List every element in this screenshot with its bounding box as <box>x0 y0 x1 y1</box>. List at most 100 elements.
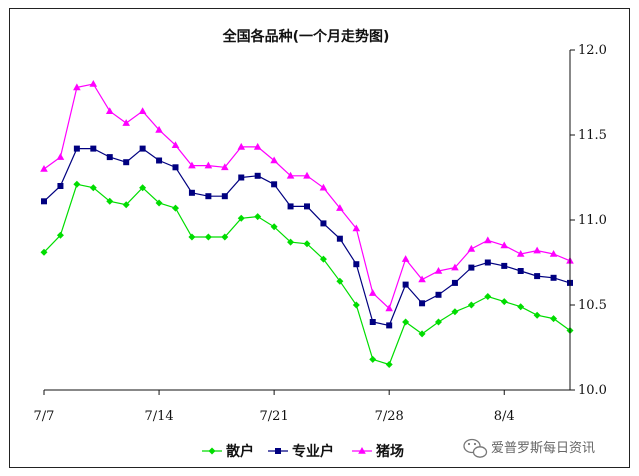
data-point <box>550 274 557 281</box>
data-point <box>155 125 163 133</box>
data-point <box>188 161 196 169</box>
data-point <box>286 171 295 179</box>
data-point <box>172 164 179 171</box>
legend-item-sanhu: 散户 <box>202 443 254 460</box>
data-point <box>451 279 458 286</box>
data-point <box>435 291 442 298</box>
data-point <box>385 304 393 312</box>
x-tick-label: 7/14 <box>144 409 173 424</box>
legend: 散户 专业户 猪场 <box>202 443 404 460</box>
series-1 <box>41 145 573 329</box>
legend-marker-sanhu <box>208 447 216 455</box>
plot-area <box>40 80 574 368</box>
data-point <box>221 193 228 200</box>
data-point <box>106 154 113 161</box>
series-2 <box>40 80 574 312</box>
data-point <box>73 83 81 91</box>
data-point <box>517 303 525 311</box>
legend-label-sanhu: 散户 <box>226 443 254 460</box>
data-point <box>500 241 509 249</box>
data-point <box>73 180 81 188</box>
data-point <box>385 361 393 368</box>
data-point <box>418 330 426 338</box>
data-point <box>254 172 261 179</box>
data-point <box>156 157 163 164</box>
data-point <box>533 246 541 254</box>
data-point <box>303 240 311 248</box>
data-point <box>468 264 475 271</box>
data-point <box>484 293 492 300</box>
legend-label-zhuchang: 猪场 <box>375 443 404 460</box>
legend-marker-zhuchang <box>358 447 366 454</box>
y-tick-label: 10.0 <box>578 383 607 398</box>
x-tick-label: 7/28 <box>375 409 404 424</box>
data-point <box>171 141 180 148</box>
data-point <box>534 273 541 280</box>
data-point <box>402 281 409 288</box>
y-tick-label: 11.0 <box>578 213 607 228</box>
data-point <box>467 244 476 252</box>
data-point <box>205 193 212 200</box>
data-point <box>320 220 327 227</box>
data-point <box>56 231 64 239</box>
data-point <box>56 153 65 160</box>
data-point <box>451 308 459 316</box>
data-point <box>106 197 114 205</box>
chart-title: 全国各品种(一个月走势图) <box>222 28 390 45</box>
data-point <box>40 248 48 256</box>
data-point <box>517 268 524 274</box>
data-point <box>139 145 146 152</box>
data-point <box>221 163 229 171</box>
data-point <box>319 183 328 191</box>
data-point <box>386 322 393 329</box>
watermark-text: 爱普罗斯每日资讯 <box>491 440 595 456</box>
data-point <box>419 300 426 307</box>
x-tick-label: 7/7 <box>34 409 55 424</box>
data-point <box>353 261 360 268</box>
data-point <box>402 318 410 326</box>
legend-marker-zhuanyehu <box>275 448 281 454</box>
data-point <box>89 184 97 192</box>
data-point <box>549 250 558 257</box>
data-point <box>270 156 278 164</box>
axes: 10.0 10.5 11.0 11.5 12.0 7/7 7/14 7/21 7/28 8/4 <box>34 43 607 424</box>
data-point <box>41 198 47 205</box>
data-point <box>500 298 508 306</box>
data-point <box>369 319 376 325</box>
data-point <box>336 235 343 242</box>
data-point <box>368 289 377 296</box>
data-point <box>304 203 310 210</box>
data-point <box>287 238 295 246</box>
data-point <box>501 262 508 269</box>
data-point <box>138 107 147 114</box>
series-0 <box>40 180 574 368</box>
data-point <box>352 301 360 309</box>
data-point <box>550 315 558 323</box>
series-line <box>43 83 571 310</box>
data-point <box>484 259 491 266</box>
y-tick-label: 11.5 <box>578 128 607 143</box>
data-point <box>434 267 443 274</box>
data-point <box>369 355 377 363</box>
data-point <box>352 224 361 232</box>
data-point <box>516 250 525 257</box>
data-point <box>57 183 64 189</box>
data-point <box>204 161 213 169</box>
chart-frame <box>9 8 630 468</box>
data-point <box>73 145 80 152</box>
data-point <box>254 213 262 221</box>
data-point <box>123 159 130 166</box>
data-point <box>271 181 278 188</box>
legend-item-zhuchang: 猪场 <box>352 443 404 460</box>
data-point <box>287 203 294 210</box>
data-point <box>40 165 48 172</box>
data-point <box>467 301 475 309</box>
data-point <box>319 255 327 263</box>
data-point <box>188 233 196 241</box>
legend-label-zhuanyehu: 专业户 <box>292 443 334 460</box>
data-point <box>270 223 278 231</box>
data-point <box>237 214 245 222</box>
data-point <box>89 80 98 87</box>
data-point <box>122 119 130 126</box>
